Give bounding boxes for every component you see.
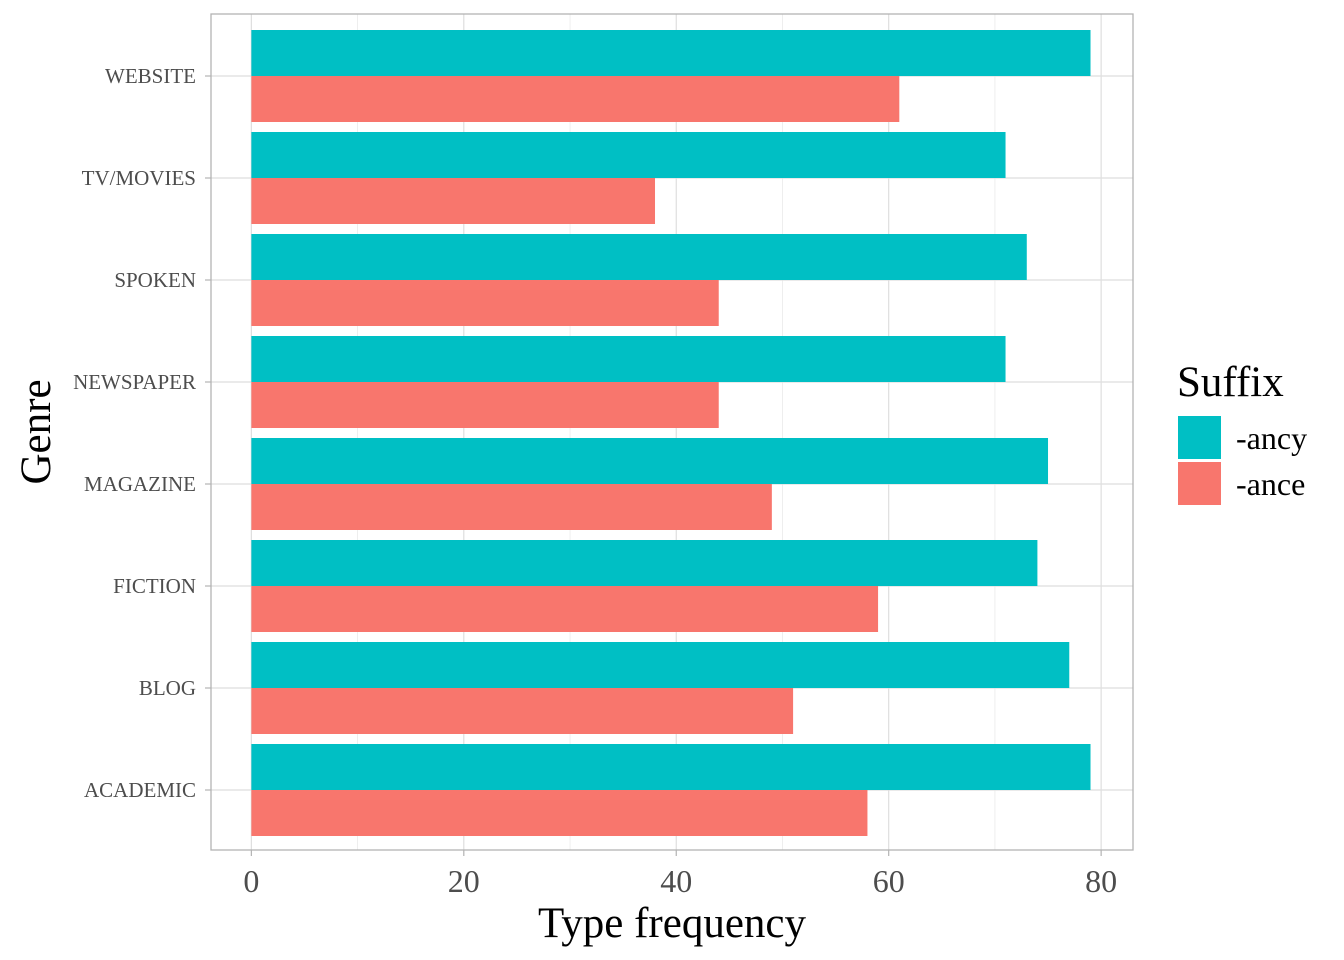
y-tick-label: FICTION	[113, 574, 196, 598]
y-tick-label: WEBSITE	[105, 64, 196, 88]
bar-ance-tv-movies	[251, 178, 656, 224]
bar-ancy-website	[251, 30, 1091, 76]
bar-ancy-newspaper	[251, 336, 1006, 382]
y-axis: ACADEMIC BLOG FICTION MAGAZINE NEWSPAPER SPOK…	[73, 64, 211, 802]
x-tick-label: 80	[1085, 863, 1117, 899]
bar-ance-newspaper	[251, 382, 719, 428]
y-axis-title: Genre	[13, 379, 60, 484]
x-tick-label: 0	[243, 863, 259, 899]
legend-key-ance	[1178, 462, 1221, 505]
legend-label-ance: -ance	[1236, 466, 1305, 502]
x-tick-label: 40	[660, 863, 692, 899]
y-tick-label: SPOKEN	[114, 268, 196, 292]
legend-label-ancy: -ancy	[1236, 420, 1307, 456]
x-tick-label: 20	[448, 863, 480, 899]
bar-ancy-academic	[251, 744, 1091, 790]
y-tick-label: NEWSPAPER	[73, 370, 196, 394]
x-tick-label: 60	[873, 863, 905, 899]
y-tick-label: TV/MOVIES	[82, 166, 196, 190]
bar-ancy-tv-movies	[251, 132, 1006, 178]
x-axis-title: Type frequency	[538, 900, 806, 947]
bar-ancy-spoken	[251, 234, 1027, 280]
legend: Suffix -ancy -ance	[1177, 359, 1307, 505]
legend-title: Suffix	[1177, 359, 1284, 406]
bar-ance-academic	[251, 790, 868, 836]
bar-ance-spoken	[251, 280, 719, 326]
bar-ance-website	[251, 76, 900, 122]
bars	[251, 30, 1091, 836]
y-tick-label: ACADEMIC	[84, 778, 196, 802]
bar-ance-fiction	[251, 586, 879, 632]
x-axis: 0 20 40 60 80	[243, 850, 1117, 899]
y-tick-label: BLOG	[139, 676, 196, 700]
y-tick-label: MAGAZINE	[84, 472, 196, 496]
bar-ance-blog	[251, 688, 794, 734]
legend-key-ancy	[1178, 416, 1221, 459]
bar-ancy-magazine	[251, 438, 1049, 484]
bar-ancy-blog	[251, 642, 1070, 688]
panel-border	[210, 13, 1134, 851]
bar-ancy-fiction	[251, 540, 1038, 586]
bar-ance-magazine	[251, 484, 772, 530]
